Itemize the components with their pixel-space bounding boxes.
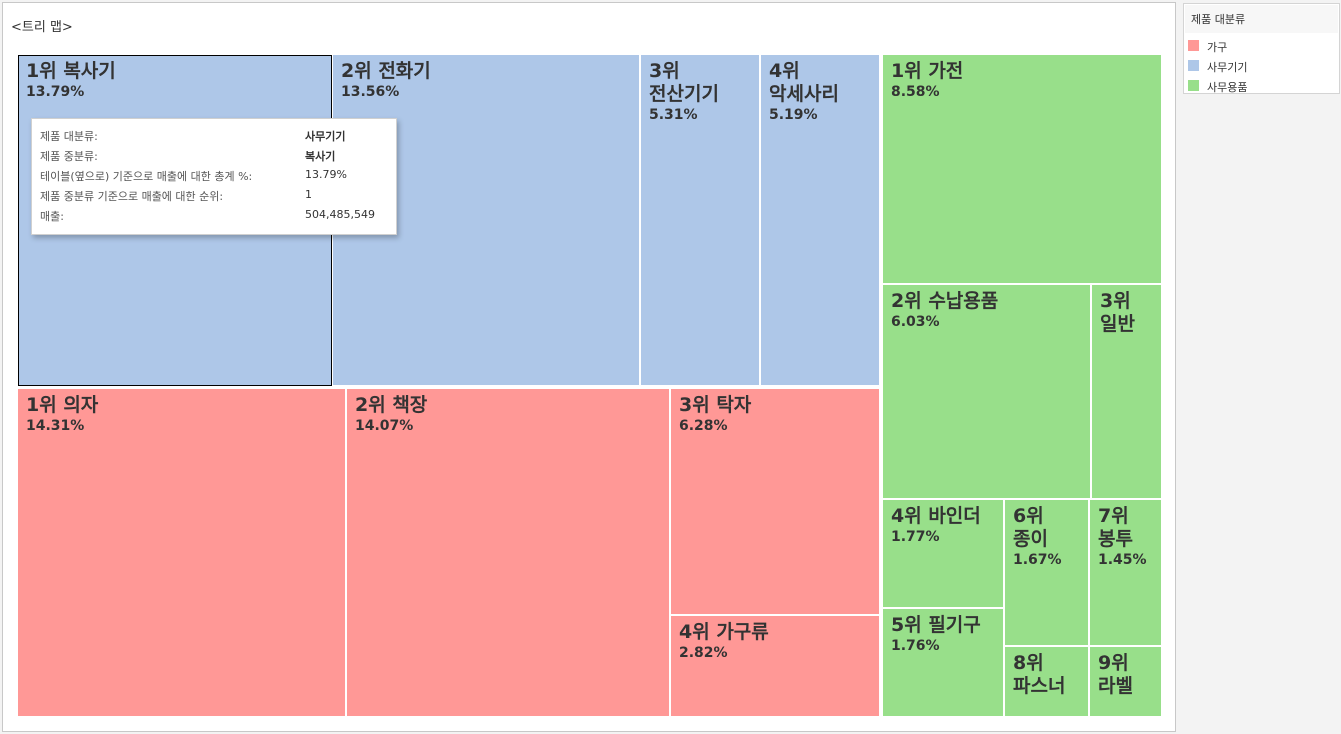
treemap-cell-7위-봉투[interactable]: 7위 봉투 1.45% [1090, 500, 1162, 646]
sheet-title: <트리 맵> [11, 20, 73, 35]
cell-name: 4위 바인더 [891, 505, 981, 527]
cell-percent: 6.03% [891, 314, 940, 330]
cell-label: 4위 악세사리 5.19% [769, 60, 839, 124]
tooltip-value: 복사기 [305, 150, 336, 163]
tooltip-row: 테이블(옆으로) 기준으로 매출에 대한 총계 %: 13.79% [40, 168, 390, 184]
tooltip-key: 매출: [40, 210, 64, 223]
cell-label: 1위 복사기 13.79% [26, 60, 116, 101]
cell-name: 6위 종이 [1013, 505, 1048, 550]
cell-percent: 14.07% [355, 418, 414, 434]
cell-label: 1위 가전 8.58% [891, 60, 963, 101]
tooltip-value: 사무기기 [305, 130, 346, 143]
legend-item-사무용품[interactable]: 사무용품 [1188, 78, 1338, 94]
treemap-cell-4위-가구류[interactable]: 4위 가구류 2.82% [671, 616, 880, 717]
cell-label: 5위 필기구 1.76% [891, 614, 981, 655]
cell-name: 2위 책장 [355, 394, 428, 416]
legend-item-사무기기[interactable]: 사무기기 [1188, 58, 1338, 74]
treemap-cell-4위-악세사리[interactable]: 4위 악세사리 5.19% [761, 55, 880, 386]
legend-label: 사무용품 [1207, 81, 1248, 94]
treemap-cell-3위-탁자[interactable]: 3위 탁자 6.28% [671, 389, 880, 615]
cell-percent: 8.58% [891, 84, 940, 100]
cell-name: 3위 탁자 [679, 394, 752, 416]
legend-header [1185, 5, 1338, 33]
cell-label: 6위 종이 1.67% [1013, 505, 1062, 569]
cell-percent: 1.45% [1098, 552, 1147, 568]
cell-percent: 5.19% [769, 107, 818, 123]
tooltip-key: 제품 중분류: [40, 150, 98, 163]
legend-title: 제품 대분류 [1191, 13, 1246, 26]
cell-percent: 1.67% [1013, 552, 1062, 568]
tooltip-row: 제품 대분류: 사무기기 [40, 128, 390, 144]
cell-label: 3위 탁자 6.28% [679, 394, 751, 435]
cell-label: 2위 책장 14.07% [355, 394, 427, 435]
treemap-cell-6위-종이[interactable]: 6위 종이 1.67% [1005, 500, 1089, 646]
cell-label: 4위 가구류 2.82% [679, 621, 769, 662]
tooltip-value: 13.79% [305, 168, 347, 181]
treemap: 1위 복사기 13.79% 2위 전화기 13.56% 3위 전산기기 5.31% 4위 악… [3, 3, 1177, 733]
cell-name: 2위 수납용품 [891, 290, 999, 312]
cell-name: 2위 전화기 [341, 60, 431, 82]
treemap-cell-9위-라벨[interactable]: 9위 라벨 [1090, 647, 1162, 717]
cell-name: 3위 전산기기 [649, 60, 719, 105]
cell-percent: 14.31% [26, 418, 85, 434]
tooltip-value: 504,485,549 [305, 208, 375, 221]
legend-label: 사무기기 [1207, 61, 1248, 74]
legend-item-가구[interactable]: 가구 [1188, 38, 1338, 54]
tooltip-key: 테이블(옆으로) 기준으로 매출에 대한 총계 %: [40, 170, 253, 183]
cell-label: 7위 봉투 1.45% [1098, 505, 1147, 569]
cell-name: 4위 악세사리 [769, 60, 839, 105]
tooltip-value: 1 [305, 188, 312, 201]
cell-label: 2위 수납용품 6.03% [891, 290, 998, 331]
treemap-cell-4위-바인더[interactable]: 4위 바인더 1.77% [883, 500, 1004, 608]
cell-percent: 13.56% [341, 84, 400, 100]
treemap-cell-2위-책장[interactable]: 2위 책장 14.07% [347, 389, 670, 717]
cell-name: 9위 라벨 [1098, 652, 1133, 697]
treemap-cell-1위-가전[interactable]: 1위 가전 8.58% [883, 55, 1162, 284]
cell-percent: 1.76% [891, 638, 940, 654]
treemap-cell-2위-수납용품[interactable]: 2위 수납용품 6.03% [883, 285, 1091, 499]
tooltip-row: 제품 중분류 기준으로 매출에 대한 순위: 1 [40, 188, 390, 204]
legend-swatch [1188, 80, 1199, 91]
treemap-cell-8위-파스너[interactable]: 8위 파스너 [1005, 647, 1089, 717]
tooltip-key: 제품 대분류: [40, 130, 98, 143]
tooltip-row: 매출: 504,485,549 [40, 208, 390, 224]
treemap-cell-3위-전산기기[interactable]: 3위 전산기기 5.31% [641, 55, 760, 386]
treemap-cell-5위-필기구[interactable]: 5위 필기구 1.76% [883, 609, 1004, 717]
cell-name: 3위 일반 [1100, 290, 1135, 335]
cell-label: 3위 전산기기 5.31% [649, 60, 719, 124]
cell-name: 5위 필기구 [891, 614, 981, 636]
viz-panel: <트리 맵> 1위 복사기 13.79% 2위 전화기 13.56% 3위 전산기기 5.… [2, 2, 1176, 732]
cell-name: 8위 파스너 [1013, 652, 1066, 697]
cell-percent: 6.28% [679, 418, 728, 434]
legend-swatch [1188, 60, 1199, 71]
cell-name: 4위 가구류 [679, 621, 769, 643]
legend-swatch [1188, 40, 1199, 51]
tooltip-row: 제품 중분류: 복사기 [40, 148, 390, 164]
treemap-cell-3위-일반[interactable]: 3위 일반 [1092, 285, 1162, 499]
cell-percent: 5.31% [649, 107, 698, 123]
cell-percent: 1.77% [891, 529, 940, 545]
tooltip-key: 제품 중분류 기준으로 매출에 대한 순위: [40, 190, 224, 203]
cell-percent: 2.82% [679, 645, 728, 661]
cell-label: 9위 라벨 [1098, 652, 1133, 698]
cell-label: 3위 일반 [1100, 290, 1135, 336]
cell-name: 1위 의자 [26, 394, 99, 416]
cell-name: 1위 가전 [891, 60, 964, 82]
cell-label: 8위 파스너 [1013, 652, 1065, 698]
cell-percent: 13.79% [26, 84, 85, 100]
legend-label: 가구 [1207, 41, 1228, 54]
cell-name: 7위 봉투 [1098, 505, 1133, 550]
cell-name: 1위 복사기 [26, 60, 116, 82]
treemap-cell-1위-의자[interactable]: 1위 의자 14.31% [18, 389, 346, 717]
cell-label: 2위 전화기 13.56% [341, 60, 431, 101]
cell-label: 1위 의자 14.31% [26, 394, 98, 435]
cell-label: 4위 바인더 1.77% [891, 505, 981, 546]
